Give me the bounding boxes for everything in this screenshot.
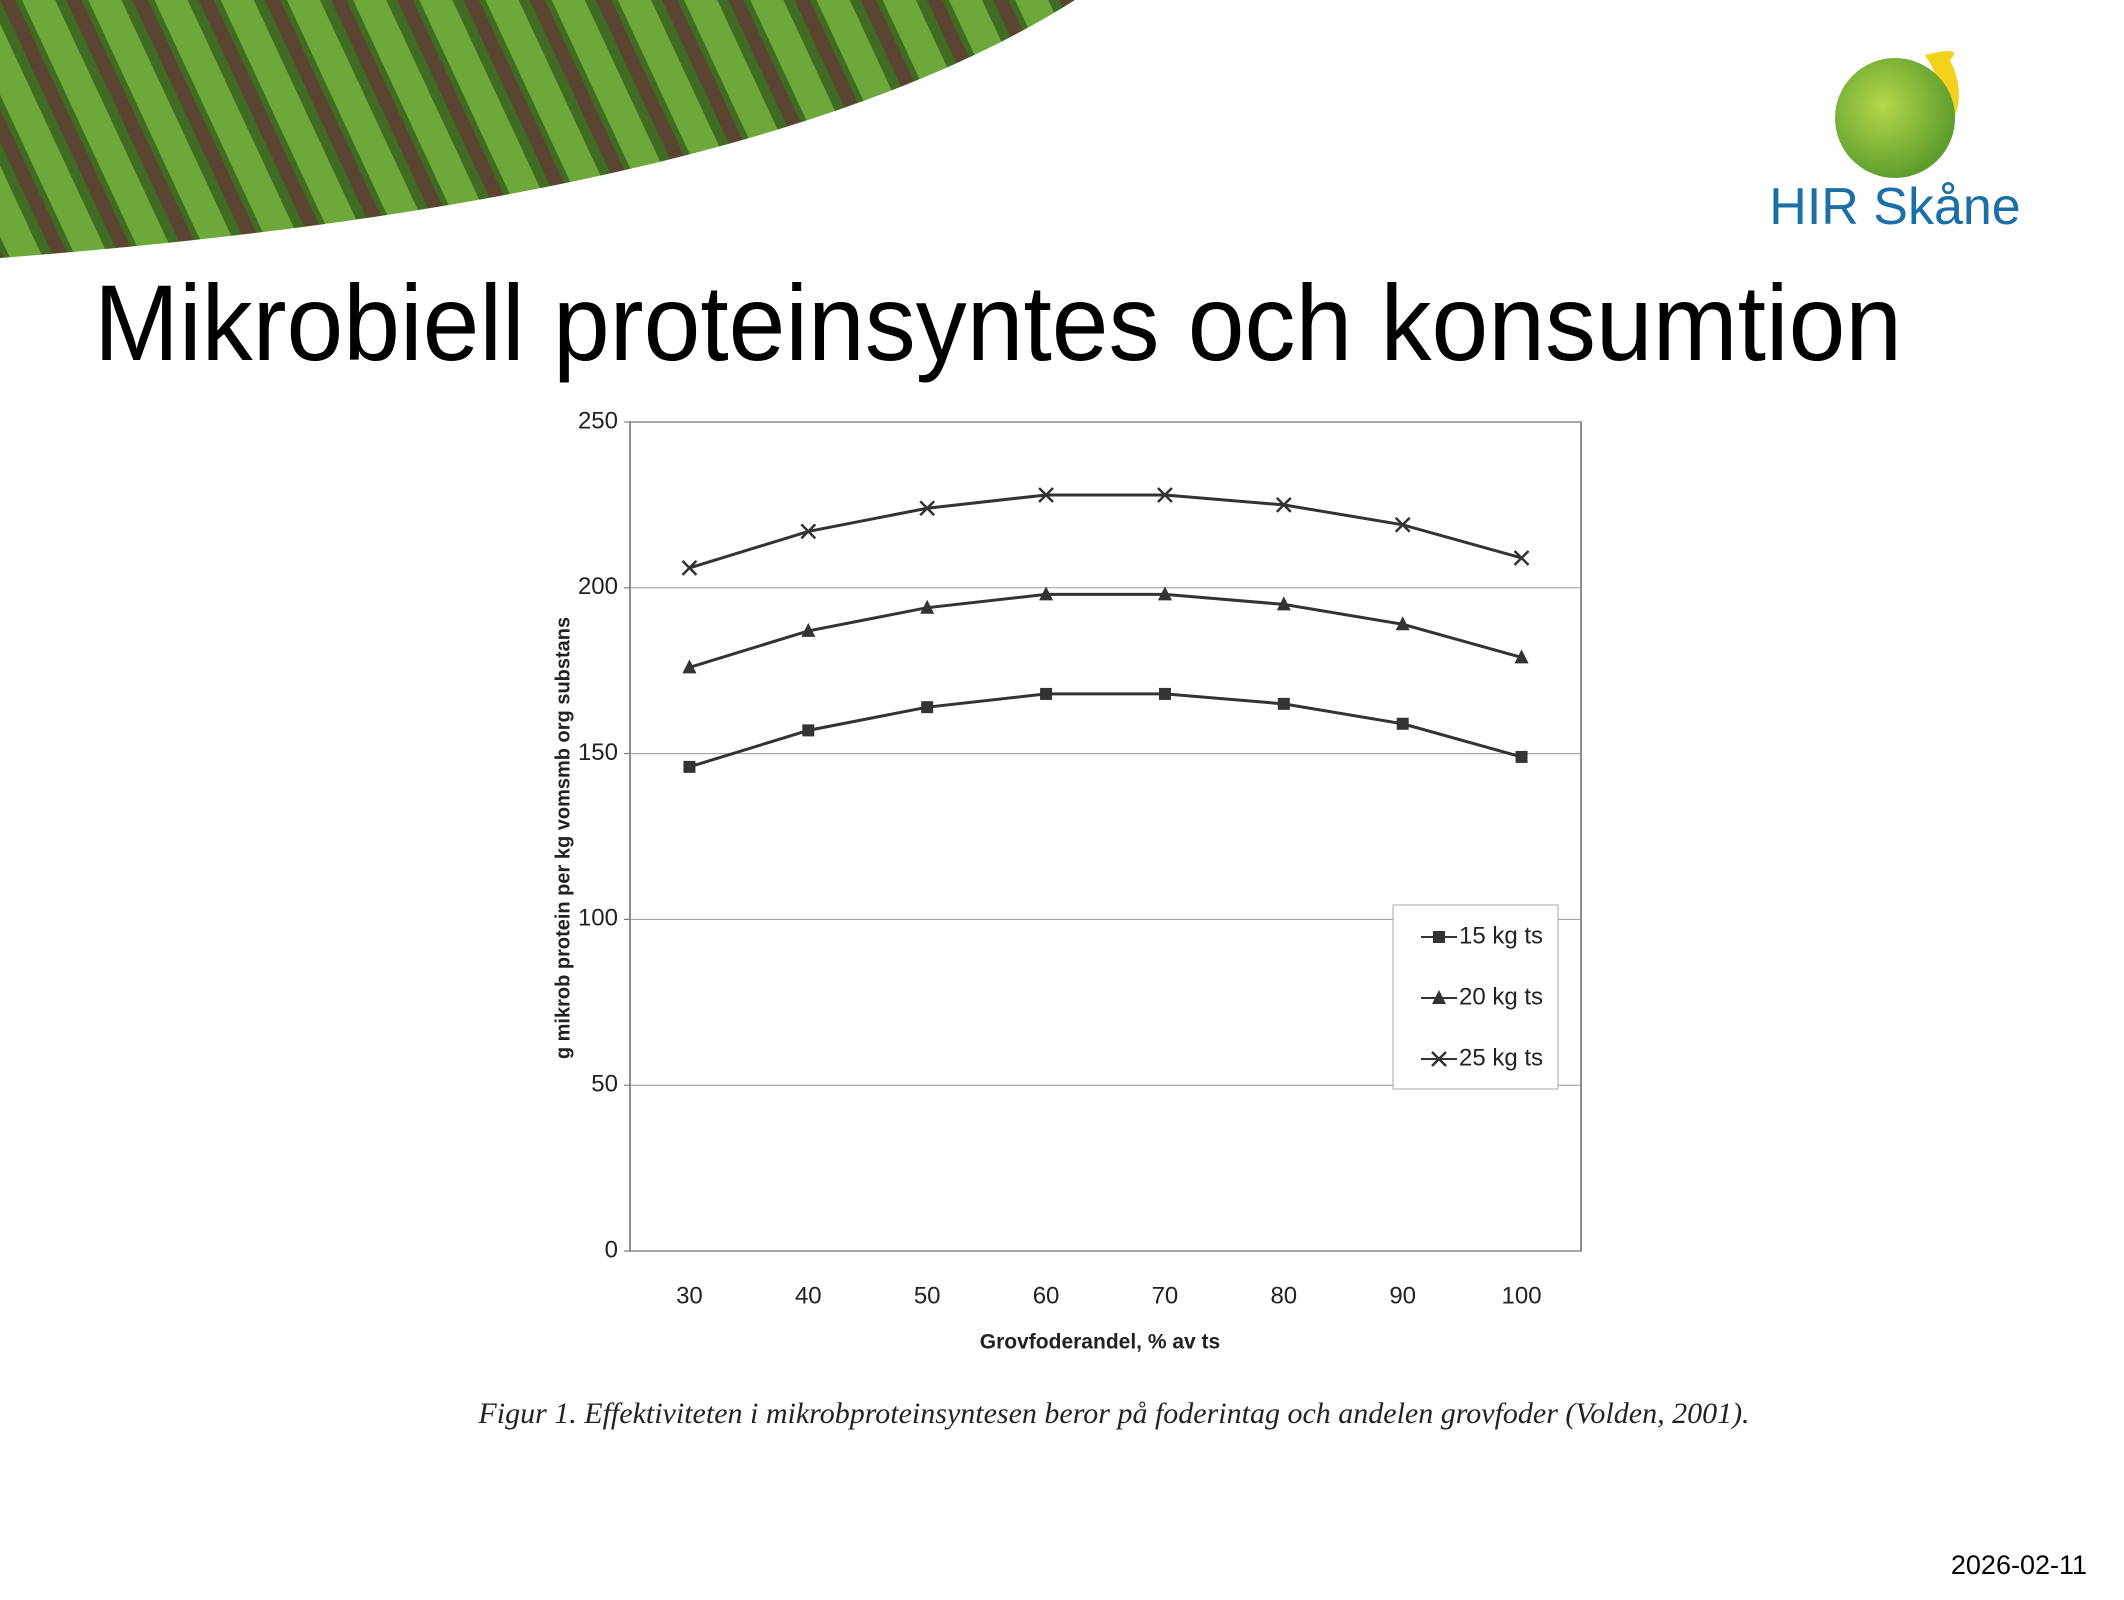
series-line xyxy=(688,493,1522,570)
x-tick-label: 90 xyxy=(1389,1282,1416,1309)
marker-square xyxy=(921,701,934,714)
x-tick-label: 60 xyxy=(1033,1282,1060,1309)
y-tick-label: 150 xyxy=(578,739,618,766)
marker-x xyxy=(919,500,936,517)
marker-square xyxy=(1396,717,1409,730)
marker-triangle xyxy=(1039,586,1054,601)
marker-x xyxy=(1038,487,1054,503)
legend-marker xyxy=(1432,990,1446,1004)
legend-marker xyxy=(1433,931,1445,943)
legend-marker xyxy=(1431,1051,1447,1067)
plot-frame xyxy=(629,421,1582,1252)
x-tick-label: 50 xyxy=(914,1282,941,1309)
marker-x xyxy=(681,560,698,576)
marker-triangle xyxy=(1395,616,1410,631)
x-tick-label: 30 xyxy=(676,1282,703,1309)
x-tick-label: 40 xyxy=(795,1282,822,1309)
figure-caption: Figur 1. Effektiviteten i mikrobproteins… xyxy=(477,1397,1749,1430)
y-tick-label: 0 xyxy=(605,1236,618,1263)
legend-label: 25 kg ts xyxy=(1459,1044,1543,1071)
legend-box xyxy=(1392,904,1559,1090)
marker-square xyxy=(802,724,815,737)
marker-x xyxy=(1513,550,1530,566)
marker-square xyxy=(1158,687,1171,700)
marker-triangle xyxy=(1276,596,1291,611)
x-tick-label: 80 xyxy=(1270,1282,1297,1309)
y-tick-label: 250 xyxy=(578,407,618,434)
logo-text: HIR Skåne xyxy=(1769,178,2020,236)
marker-triangle xyxy=(682,659,697,674)
marker-triangle xyxy=(1157,586,1172,601)
y-axis-label: g mikrob protein per kg vomsmb org subst… xyxy=(552,617,574,1059)
marker-x xyxy=(1157,487,1173,503)
marker-x xyxy=(800,523,817,540)
y-tick-label: 50 xyxy=(591,1071,618,1098)
logo-ball xyxy=(1835,58,1955,178)
marker-square xyxy=(1515,750,1528,763)
slide-title: Mikrobiell proteinsyntes och konsumtion xyxy=(94,262,1902,383)
y-tick-label: 200 xyxy=(578,573,618,600)
slide-date: 2026-02-11 xyxy=(1951,1550,2087,1580)
x-axis-label: Grovfoderandel, % av ts xyxy=(980,1331,1220,1354)
marker-square xyxy=(683,760,696,773)
marker-triangle xyxy=(801,622,816,637)
series-line xyxy=(688,592,1522,669)
marker-square xyxy=(1040,687,1053,700)
marker-square xyxy=(1277,697,1290,710)
x-tick-label: 100 xyxy=(1502,1282,1542,1309)
marker-triangle xyxy=(920,599,935,614)
series-line xyxy=(688,692,1522,769)
legend-label: 20 kg ts xyxy=(1459,983,1543,1010)
legend-label: 15 kg ts xyxy=(1459,922,1543,949)
header-photo xyxy=(0,0,1075,258)
marker-x xyxy=(1275,497,1292,513)
marker-x xyxy=(1394,516,1411,533)
marker-triangle xyxy=(1514,649,1529,664)
x-tick-label: 70 xyxy=(1152,1282,1179,1309)
y-tick-label: 100 xyxy=(578,905,618,932)
